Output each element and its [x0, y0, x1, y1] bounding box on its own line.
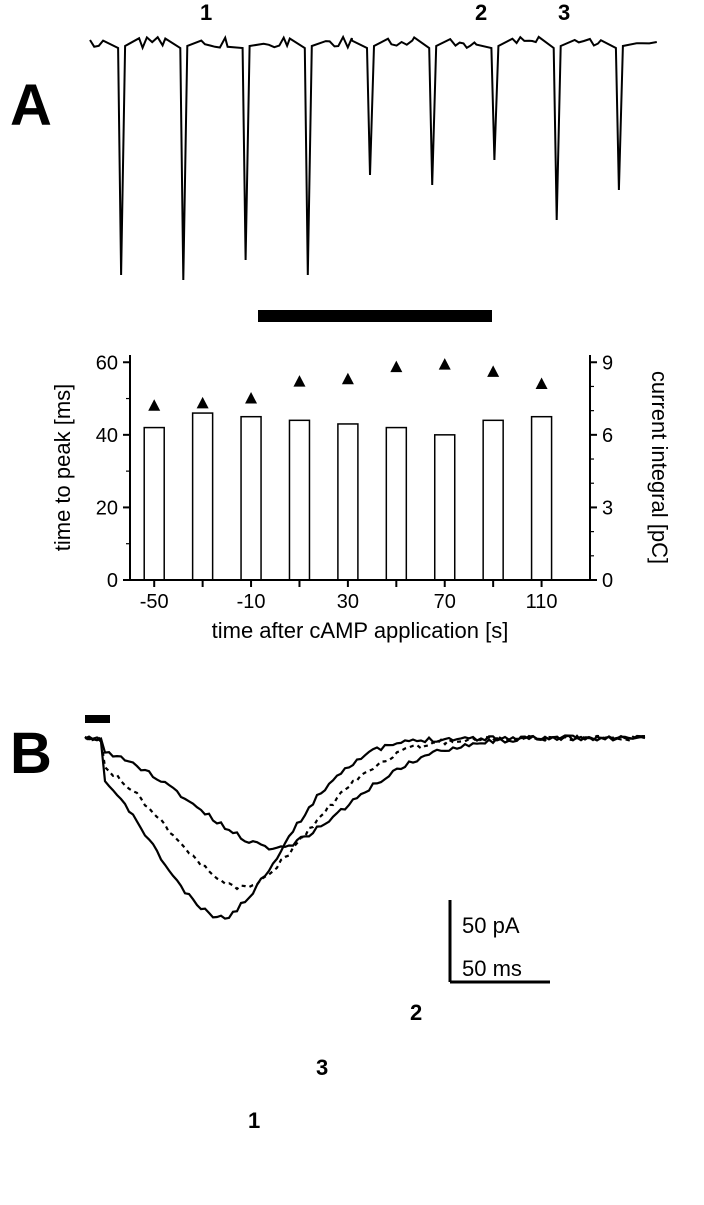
panel-b-label: B: [10, 720, 52, 787]
bar: [338, 424, 358, 580]
panel-a-chart: 0 20 40 60 time to peak [ms] 0 3 6 9 current inte…: [50, 352, 672, 643]
scale-bar-v-label: 50 pA: [462, 913, 520, 938]
figure-svg: 1230204060time to peak [ms]0369current i…: [0, 0, 704, 1200]
bar: [241, 417, 261, 580]
trace-label: 2: [410, 1000, 422, 1025]
triangle-marker: [390, 361, 402, 373]
bar: [483, 420, 503, 580]
triangle-marker: [439, 358, 451, 370]
ytick-label-left: 40: [96, 425, 118, 447]
triangle-marker: [536, 378, 548, 390]
bar: [435, 435, 455, 580]
bar: [289, 420, 309, 580]
bar: [144, 428, 164, 580]
triangle-marker: [148, 399, 160, 411]
trace-marker: 1: [200, 0, 212, 25]
scale-bar: 50 pA 50 ms: [450, 900, 550, 982]
panel-a-label: A: [10, 72, 52, 139]
triangle-marker: [245, 392, 257, 404]
ytick-label-right: 6: [602, 425, 613, 447]
panel-b-traces: 1 2 3: [85, 715, 645, 1133]
current-trace: [85, 736, 645, 889]
ytick-label-left: 20: [96, 497, 118, 519]
spike-trace: [90, 37, 657, 280]
figure-container: A B 1230204060time to peak [ms]0369curre…: [0, 0, 704, 1200]
trace-label: 1: [248, 1108, 260, 1133]
ytick-label-left: 0: [107, 570, 118, 592]
xtick-label: -50: [140, 591, 169, 613]
trace-marker: 2: [475, 0, 487, 25]
stim-bar-b: [85, 715, 110, 723]
panel-a-traces: 1 2 3: [90, 0, 657, 322]
xtick-label: 70: [434, 591, 456, 613]
current-trace: [85, 736, 645, 919]
ytick-label-right: 3: [602, 497, 613, 519]
stim-bar: [258, 310, 492, 322]
current-trace: [85, 736, 645, 850]
ytick-label-left: 60: [96, 352, 118, 374]
xtick-label: 110: [526, 591, 558, 613]
triangle-marker: [342, 373, 354, 385]
scale-bar-h-label: 50 ms: [462, 956, 522, 981]
bar: [386, 428, 406, 580]
trace-marker: 3: [558, 0, 570, 25]
bar: [193, 413, 213, 580]
y-axis-left-label: time to peak [ms]: [50, 384, 75, 552]
triangle-marker: [487, 365, 499, 377]
bar: [532, 417, 552, 580]
xtick-label: -10: [237, 591, 266, 613]
trace-label: 3: [316, 1055, 328, 1080]
x-axis-label: time after cAMP application [s]: [212, 618, 509, 643]
triangle-marker: [197, 397, 209, 409]
ytick-label-right: 0: [602, 570, 613, 592]
xtick-label: 30: [337, 591, 359, 613]
triangle-marker: [293, 375, 305, 387]
y-axis-right-label: current integral [pC]: [647, 371, 672, 564]
ytick-label-right: 9: [602, 352, 613, 374]
